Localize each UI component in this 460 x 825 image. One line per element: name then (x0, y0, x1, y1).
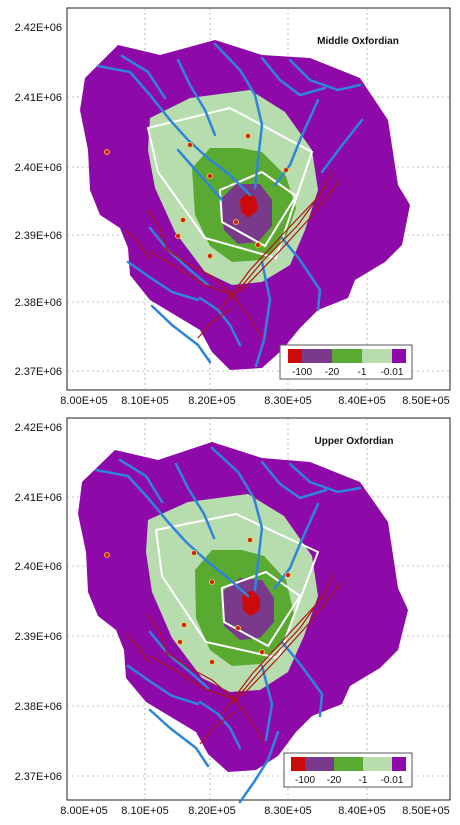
x-axis-ticks: 8.00E+05 8.10E+05 8.20E+05 8.30E+05 8.40… (60, 395, 449, 407)
panel-title: Middle Oxfordian (317, 36, 399, 47)
x-tick-label: 8.40E+05 (338, 805, 385, 817)
map-panel-upper-oxfordian: Upper Oxfordian -100 -20 -1 -0.01 2.42E+… (0, 410, 460, 818)
y-tick-label: 2.39E+06 (15, 230, 62, 242)
legend-swatch-dark-purple (392, 757, 406, 771)
x-tick-label: 8.10E+05 (121, 805, 168, 817)
legend: -100 -20 -1 -0.01 (283, 752, 413, 788)
legend-label: -100 (292, 367, 312, 378)
x-tick-label: 8.30E+05 (264, 395, 311, 407)
legend-label: -0.01 (381, 367, 404, 378)
map-svg: Upper Oxfordian -100 -20 -1 -0.01 2.42E+… (15, 417, 451, 817)
legend-label: -0.01 (381, 775, 404, 786)
contour-red (242, 590, 260, 616)
contour-red (240, 192, 258, 218)
study-area-outlines (154, 512, 320, 660)
y-tick-label: 2.38E+06 (15, 701, 62, 713)
legend-label: -20 (327, 775, 342, 786)
y-tick-label: 2.42E+06 (15, 422, 62, 434)
legend-swatch-red (291, 757, 305, 771)
legend-swatch-purple (302, 349, 332, 363)
x-tick-label: 8.20E+05 (188, 395, 235, 407)
x-tick-label: 8.10E+05 (121, 395, 168, 407)
x-tick-label: 8.00E+05 (60, 395, 107, 407)
y-tick-label: 2.40E+06 (15, 561, 62, 573)
x-tick-label: 8.50E+05 (402, 805, 449, 817)
legend-swatch-green (334, 757, 363, 771)
y-tick-label: 2.42E+06 (15, 22, 62, 34)
x-tick-label: 8.40E+05 (338, 395, 385, 407)
legend-swatch-pale-green (362, 349, 392, 363)
legend-swatch-pale-green (363, 757, 392, 771)
legend-label: -1 (359, 775, 368, 786)
legend-swatch-dark-purple (392, 349, 406, 363)
well-points (104, 537, 291, 665)
legend-swatch-red (288, 349, 302, 363)
river-network (96, 42, 364, 368)
river-network (94, 446, 362, 804)
legend-label: -20 (325, 367, 340, 378)
x-tick-label: 8.20E+05 (188, 805, 235, 817)
panel-title: Upper Oxfordian (315, 436, 394, 447)
y-tick-label: 2.40E+06 (15, 162, 62, 174)
legend: -100 -20 -1 -0.01 (279, 344, 413, 380)
legend-swatch-purple (305, 757, 334, 771)
study-area-outlines (146, 106, 314, 260)
x-axis-ticks: 8.00E+05 8.10E+05 8.20E+05 8.30E+05 8.40… (60, 805, 449, 817)
legend-label: -100 (295, 775, 315, 786)
y-tick-label: 2.37E+06 (15, 771, 62, 783)
x-tick-label: 8.00E+05 (60, 805, 107, 817)
y-axis-ticks: 2.42E+06 2.41E+06 2.40E+06 2.39E+06 2.38… (15, 422, 62, 783)
well-points (104, 133, 289, 259)
y-tick-label: 2.41E+06 (15, 492, 62, 504)
x-tick-label: 8.50E+05 (402, 395, 449, 407)
y-tick-label: 2.38E+06 (15, 297, 62, 309)
fault-lines (125, 573, 343, 745)
y-tick-label: 2.39E+06 (15, 631, 62, 643)
map-panel-middle-oxfordian: Middle Oxfordian -100 -20 -1 -0.01 2.42E… (0, 0, 460, 408)
y-tick-label: 2.41E+06 (15, 92, 62, 104)
x-tick-label: 8.30E+05 (264, 805, 311, 817)
legend-label: -1 (358, 367, 367, 378)
legend-swatch-green (332, 349, 362, 363)
fault-lines (125, 171, 341, 339)
y-tick-label: 2.37E+06 (15, 366, 62, 378)
map-svg: Middle Oxfordian -100 -20 -1 -0.01 2.42E… (15, 7, 451, 407)
y-axis-ticks: 2.42E+06 2.41E+06 2.40E+06 2.39E+06 2.38… (15, 22, 62, 378)
